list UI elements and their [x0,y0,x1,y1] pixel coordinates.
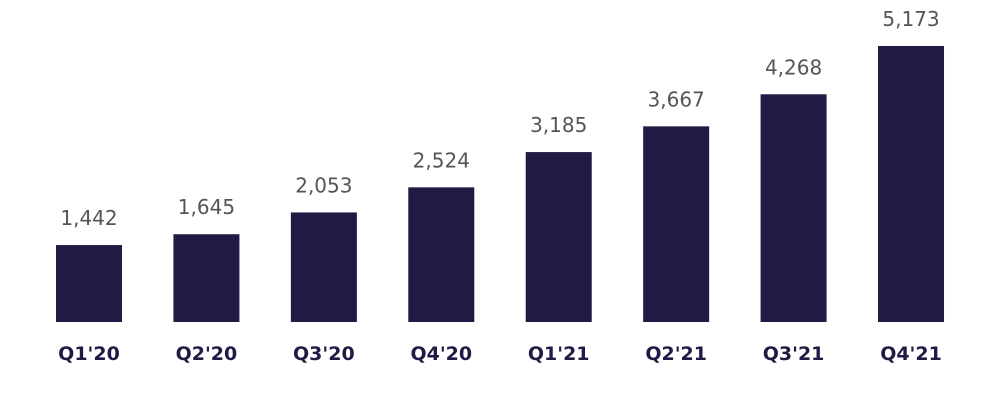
category-label: Q2'20 [176,343,238,365]
value-label: 5,173 [882,7,939,31]
value-label: 2,053 [295,173,352,197]
bars-layer [56,46,945,322]
value-labels-layer: 1,442 1,645 2,053 2,524 3,185 3,667 4,268 5,173 [60,7,939,230]
bar-Q1'21 [525,152,592,322]
bar-Q4'21 [878,46,945,322]
bar-Q4'20 [408,187,475,322]
value-label: 4,268 [765,55,822,79]
value-label: 3,185 [530,113,587,137]
bar-Q2'20 [173,234,240,322]
category-label: Q3'21 [763,343,825,365]
category-label: Q1'20 [58,343,120,365]
category-label: Q4'21 [880,343,942,365]
category-label: Q1'21 [528,343,590,365]
category-label: Q3'20 [293,343,355,365]
category-label: Q4'20 [410,343,472,365]
category-labels-layer: Q1'20 Q2'20 Q3'20 Q4'20 Q1'21 Q2'21 Q3'21 Q4'21 [58,343,942,365]
bar-Q3'20 [290,212,357,322]
category-label: Q2'21 [645,343,707,365]
value-label: 1,442 [60,206,117,230]
bar-Q3'21 [760,94,827,322]
bar-Q1'20 [56,245,122,322]
bar-Q2'21 [643,126,710,322]
value-label: 2,524 [413,148,470,172]
value-label: 3,667 [648,87,705,111]
value-label: 1,645 [178,195,235,219]
